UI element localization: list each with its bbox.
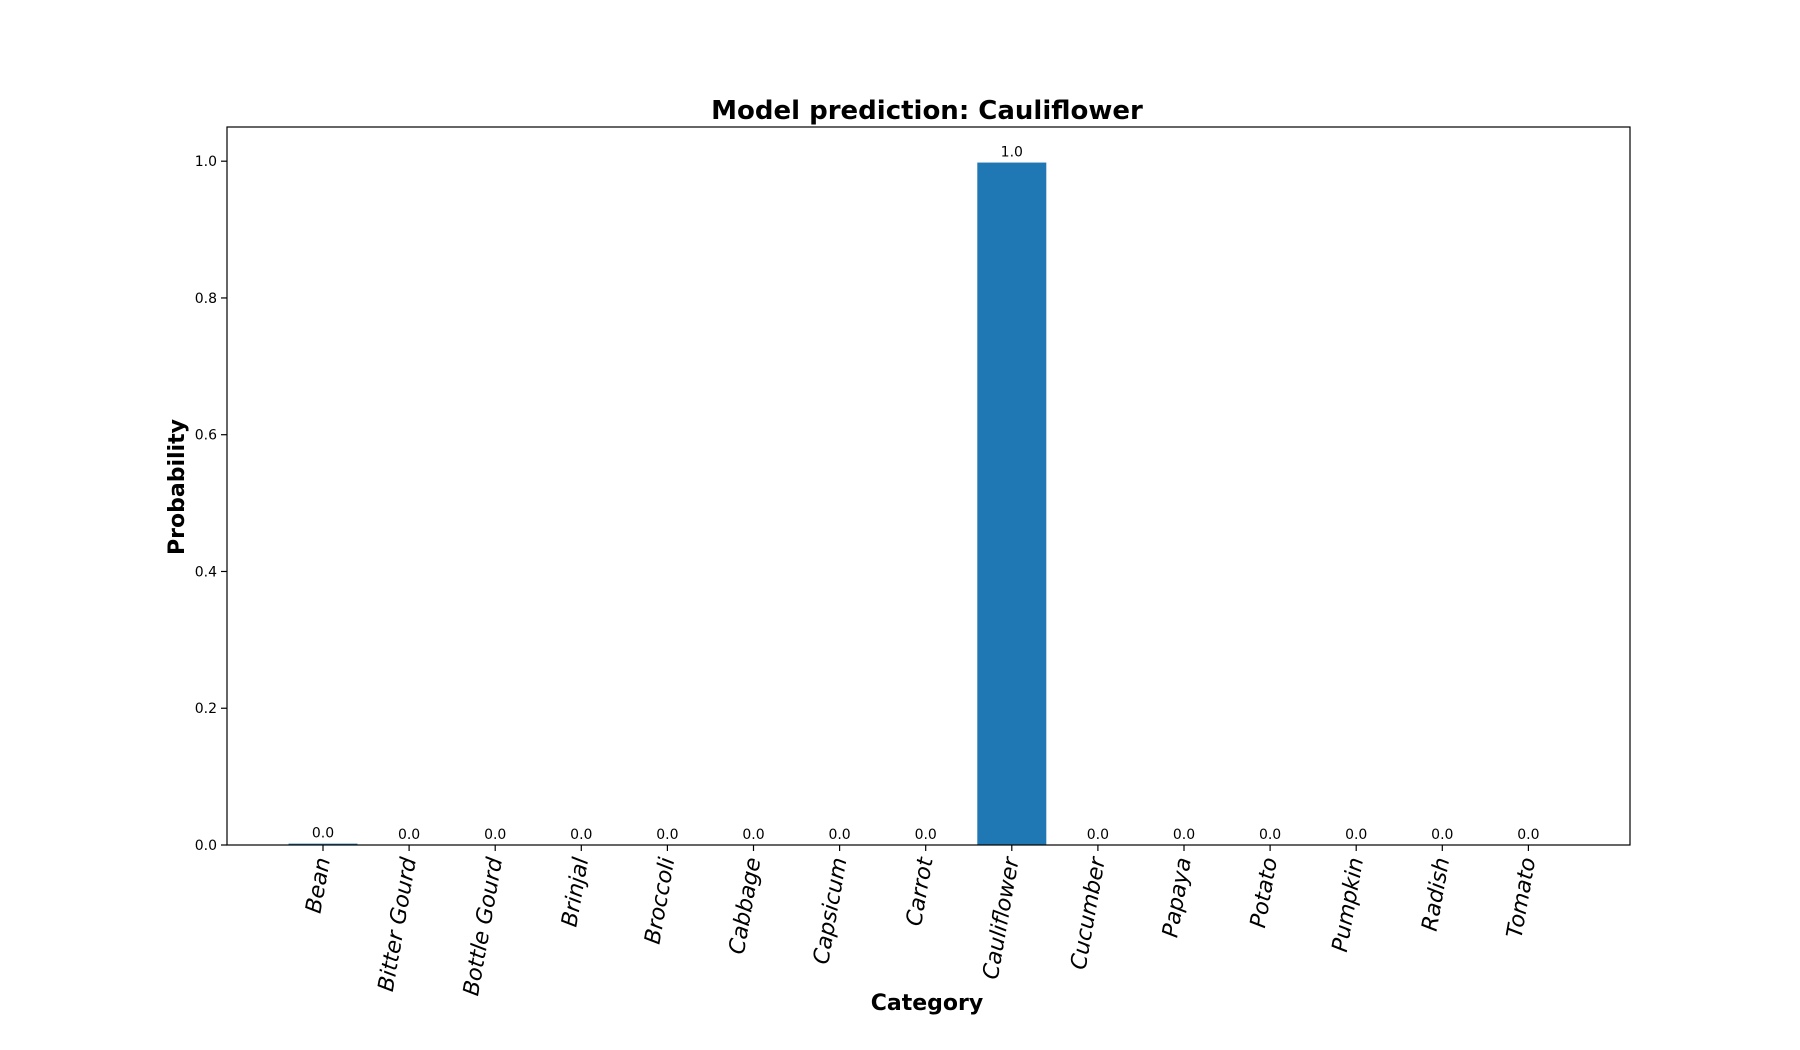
bars — [288, 162, 1047, 845]
y-tick-label: 0.6 — [195, 428, 217, 444]
bar — [977, 162, 1047, 845]
data-label: 0.0 — [1431, 827, 1453, 843]
y-tick-label: 0.0 — [195, 838, 217, 854]
data-label: 0.0 — [312, 826, 334, 842]
chart-title: Model prediction: Cauliflower — [711, 96, 1143, 126]
data-label: 0.0 — [1345, 827, 1367, 843]
y-tick-label: 0.2 — [195, 701, 217, 717]
data-label: 0.0 — [915, 827, 937, 843]
data-label: 0.0 — [570, 827, 592, 843]
y-axis-label: Probability — [165, 419, 190, 555]
data-label: 0.0 — [398, 827, 420, 843]
data-label: 0.0 — [828, 827, 850, 843]
data-label: 0.0 — [656, 827, 678, 843]
plot-area-frame — [226, 126, 1631, 846]
bar — [288, 843, 358, 845]
y-tick-label: 0.8 — [195, 291, 217, 307]
data-label: 0.0 — [484, 827, 506, 843]
data-label: 0.0 — [1259, 827, 1281, 843]
data-label: 0.0 — [742, 827, 764, 843]
y-tick-label: 0.4 — [195, 564, 217, 580]
data-label: 1.0 — [1001, 145, 1023, 161]
data-labels: 0.0 0.0 0.0 0.0 0.0 0.0 0.0 0.0 1.0 0.0 0.0 0.0 0.0 0… — [312, 145, 1540, 843]
x-axis-label: Category — [871, 991, 983, 1016]
data-label: 0.0 — [1517, 827, 1539, 843]
y-axis-ticks: 0.0 0.2 0.4 0.6 0.8 1.0 — [195, 154, 227, 854]
data-label: 0.0 — [1087, 827, 1109, 843]
data-label: 0.0 — [1173, 827, 1195, 843]
y-tick-label: 1.0 — [195, 154, 217, 170]
